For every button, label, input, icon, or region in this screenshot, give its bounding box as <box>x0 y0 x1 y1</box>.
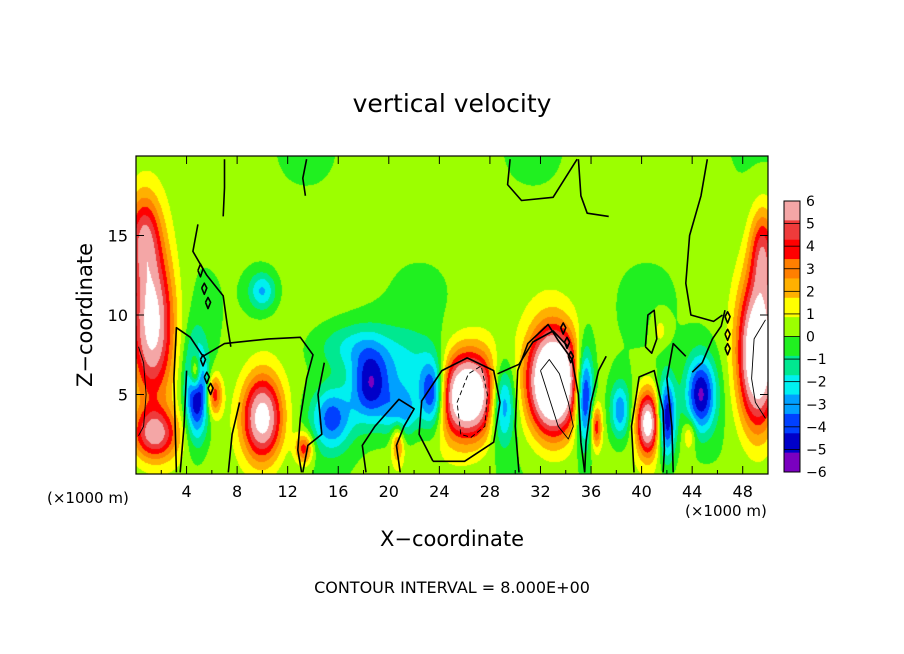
colorbar-tick-label: 6 <box>806 194 815 210</box>
contour-line <box>173 326 314 473</box>
colorbar-tick-label: −5 <box>806 442 827 458</box>
colorbar-swatch <box>784 336 800 357</box>
contour-line <box>583 355 607 473</box>
contour-line <box>207 382 214 396</box>
colorbar-swatch <box>784 375 800 396</box>
contour-line <box>361 398 415 473</box>
contour-line <box>204 296 212 310</box>
x-tick-label: 44 <box>682 482 702 501</box>
x-tick-label: 12 <box>278 482 298 501</box>
contour-line <box>456 365 488 438</box>
x-unit-left: (×1000 m) <box>47 489 129 507</box>
contour-line <box>497 330 569 375</box>
x-tick-label: 36 <box>581 482 601 501</box>
y-axis-ticks: 5 10 15 <box>108 227 768 405</box>
chart-title: vertical velocity <box>353 89 552 118</box>
contour-line <box>577 159 609 218</box>
x-tick-label: 8 <box>232 482 242 501</box>
colorbar-tick-label: 1 <box>806 307 815 323</box>
x-axis-ticks: 4 8 12 16 20 24 28 32 36 40 44 48 <box>160 156 753 501</box>
colorbar-tick-label: 4 <box>806 239 815 255</box>
x-axis-label: X−coordinate <box>380 527 524 551</box>
contour-line <box>567 350 575 364</box>
contour-line <box>630 369 666 473</box>
contour-line <box>691 310 726 373</box>
colorbar-tick-label: 3 <box>806 262 815 278</box>
colorbar-tick-label: −4 <box>806 420 827 436</box>
contour-line <box>222 159 226 217</box>
contour-line <box>724 328 731 342</box>
colorbar-swatch <box>784 317 800 337</box>
x-unit-right: (×1000 m) <box>685 502 767 520</box>
y-tick-label: 15 <box>108 227 128 246</box>
x-tick-label: 40 <box>631 482 651 501</box>
contour-line <box>197 263 204 278</box>
contour-line <box>563 336 571 350</box>
x-tick-label: 28 <box>480 482 500 501</box>
contour-interval-note: CONTOUR INTERVAL = 8.000E+00 <box>314 578 590 597</box>
contour-line <box>724 342 731 356</box>
x-tick-label: 20 <box>379 482 399 501</box>
contour-line <box>685 159 723 323</box>
contour-line <box>559 322 567 335</box>
contour-line <box>540 359 574 440</box>
x-tick-label: 24 <box>429 482 449 501</box>
contour-line <box>644 309 658 354</box>
y-tick-label: 10 <box>108 306 128 325</box>
colorbar-tick-label: 0 <box>806 330 815 346</box>
contour-line <box>302 362 326 473</box>
contour-line <box>724 311 731 324</box>
y-tick-label: 5 <box>118 386 128 405</box>
colorbar-swatch <box>784 239 800 260</box>
contour-line <box>751 319 766 419</box>
colorbar-swatch <box>784 355 800 376</box>
contour-line <box>138 346 147 437</box>
colorbar-swatch <box>784 413 800 434</box>
colorbar-tick-label: −3 <box>806 397 827 413</box>
colorbar-tick-label: 5 <box>806 217 815 233</box>
contour-line <box>302 159 308 196</box>
contour-line <box>179 370 188 473</box>
velocity-field <box>136 156 768 474</box>
contour-lines <box>138 158 766 473</box>
contour-line <box>199 354 207 367</box>
contour-line <box>418 357 501 463</box>
contour-line <box>200 282 208 296</box>
contour-line <box>203 371 211 385</box>
colorbar-swatch <box>784 433 800 454</box>
contour-line <box>666 342 687 473</box>
x-tick-label: 16 <box>328 482 348 501</box>
colorbar-swatch <box>784 452 800 473</box>
colorbar-tick-label: −6 <box>806 465 827 481</box>
colorbar-swatch <box>784 220 800 241</box>
colorbar-tick-label: 2 <box>806 284 815 300</box>
colorbar-swatch <box>784 297 800 318</box>
colorbar-swatch <box>784 201 800 221</box>
colorbar: 6 5 4 3 2 1 0 −1 −2 −3 −4 −5 −6 <box>783 194 827 481</box>
contour-line <box>514 323 586 473</box>
x-tick-label: 48 <box>733 482 753 501</box>
colorbar-tick-label: −1 <box>806 352 827 368</box>
contour-line <box>227 402 241 473</box>
contour-line <box>192 224 232 347</box>
x-tick-label: 32 <box>530 482 550 501</box>
colorbar-tick-label: −2 <box>806 375 827 391</box>
colorbar-swatch <box>784 278 800 299</box>
contour-line <box>506 158 578 202</box>
x-tick-label: 4 <box>181 482 191 501</box>
y-axis-label: Z−coordinate <box>73 243 97 387</box>
